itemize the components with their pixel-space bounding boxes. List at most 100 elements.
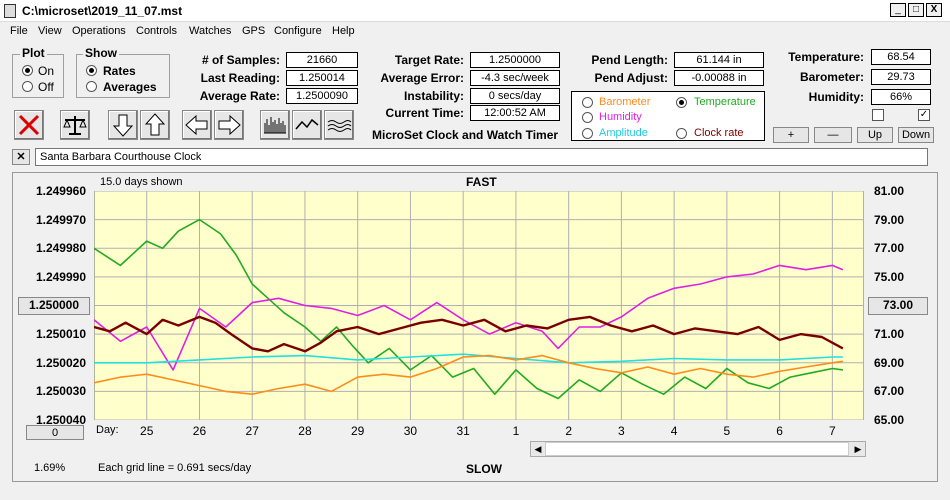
up-arrow-button[interactable]: [140, 110, 170, 140]
x-tick-label: 26: [192, 424, 207, 438]
humidity-env-value: 66%: [871, 89, 931, 105]
clear-clock-name-button[interactable]: ✕: [12, 149, 30, 165]
y-left-tick-label: 1.250020: [35, 355, 86, 370]
right-arrow-button[interactable]: [214, 110, 244, 140]
menu-gps[interactable]: GPS: [242, 25, 266, 37]
scrollbar-thumb[interactable]: [545, 442, 849, 456]
y-right-tick-label: 81.00: [874, 184, 905, 198]
y-left-tick-label: 1.250030: [35, 384, 86, 399]
samples-value: 21660: [286, 52, 358, 68]
menu-help[interactable]: Help: [332, 25, 355, 37]
fast-label: FAST: [466, 175, 497, 189]
average-error-value: -4.3 sec/week: [470, 70, 560, 86]
bars-view-button[interactable]: [260, 110, 290, 140]
y-right-tick-label: 75.00: [874, 269, 905, 284]
amplitude-radio[interactable]: [582, 128, 593, 139]
y-right-tick-label: 69.00: [874, 355, 905, 370]
line-view-button[interactable]: [292, 110, 322, 140]
down-arrow-button[interactable]: [108, 110, 138, 140]
close-button[interactable]: X: [926, 3, 942, 17]
current-time-label: Current Time:: [385, 106, 464, 120]
smooth-view-button[interactable]: [324, 110, 354, 140]
y-right-tick-label: 79.00: [874, 212, 905, 227]
left-arrow-button[interactable]: [182, 110, 212, 140]
percent-label: 1.69%: [34, 462, 66, 474]
pend-adjust-label: Pend Adjust:: [594, 71, 668, 85]
y-left-tick-label: 1.249980: [35, 241, 86, 256]
last-reading-value: 1.250014: [286, 70, 358, 86]
y-right-tick-label: 71.00: [874, 327, 905, 342]
y-left-tick-label: 1.249970: [35, 212, 86, 227]
scroll-right-arrow-icon[interactable]: ▶: [854, 444, 862, 454]
env-minus-button[interactable]: —: [814, 127, 852, 143]
menu-configure[interactable]: Configure: [274, 25, 322, 37]
menu-watches[interactable]: Watches: [189, 25, 232, 37]
rate-chart[interactable]: [94, 191, 864, 420]
average-rate-value: 1.2500090: [286, 88, 358, 104]
average-rate-label: Average Rate:: [199, 89, 280, 103]
amplitude-label: Amplitude: [599, 127, 648, 139]
show-group: [76, 54, 170, 98]
arrow-right-icon: [218, 114, 241, 136]
menu-file[interactable]: File: [10, 25, 28, 37]
x-tick-label: 4: [670, 424, 678, 438]
wave-icon: [327, 120, 352, 132]
scroll-left-arrow-icon[interactable]: ◀: [534, 444, 542, 454]
menu-controls[interactable]: Controls: [136, 25, 177, 37]
clock-name-input[interactable]: Santa Barbara Courthouse Clock: [35, 148, 928, 166]
arrow-down-icon: [112, 114, 134, 137]
arrow-left-icon: [185, 114, 208, 136]
average-error-label: Average Error:: [380, 71, 464, 85]
plot-off-radio[interactable]: [22, 81, 33, 92]
minimize-button[interactable]: _: [890, 3, 906, 17]
humidity-radio[interactable]: [582, 112, 593, 123]
zero-button[interactable]: 0: [26, 425, 84, 440]
clock-rate-radio[interactable]: [676, 128, 687, 139]
plot-group-label: Plot: [20, 46, 47, 60]
y-right-tick-label: 77.00: [874, 241, 905, 256]
y-left-tick-label: 1.250010: [35, 327, 86, 342]
show-group-label: Show: [83, 46, 119, 60]
x-tick-label: 31: [456, 424, 470, 438]
menu-bar: File View Operations Controls Watches GP…: [0, 22, 950, 42]
menu-view[interactable]: View: [38, 25, 62, 37]
show-averages-radio[interactable]: [86, 81, 97, 92]
scales-icon: [63, 116, 87, 135]
y-left-tick-label: 1.250040: [35, 413, 86, 427]
last-reading-label: Last Reading:: [200, 71, 280, 85]
temperature-label: Temperature: [694, 96, 756, 108]
maximize-button[interactable]: □: [908, 3, 924, 17]
horizontal-scrollbar[interactable]: ◀ ▶: [530, 441, 866, 457]
target-rate-value: 1.2500000: [470, 52, 560, 68]
series-barometer: [94, 354, 844, 395]
x-tick-label: 27: [245, 424, 259, 438]
stop-button[interactable]: [14, 110, 44, 140]
env-down-button[interactable]: Down: [898, 127, 934, 143]
right-value-button[interactable]: 73.00: [868, 297, 928, 315]
barometer-env-value: 29.73: [871, 69, 931, 85]
app-name: MicroSet Clock and Watch Timer: [372, 128, 559, 142]
x-tick-label: 29: [351, 424, 365, 438]
env-plus-button[interactable]: +: [773, 127, 809, 143]
menu-operations[interactable]: Operations: [72, 25, 126, 37]
show-rates-radio[interactable]: [86, 65, 97, 76]
pend-length-value: 61.144 in: [674, 52, 764, 68]
env-up-button[interactable]: Up: [857, 127, 893, 143]
red-x-icon: [18, 114, 40, 136]
plot-on-label: On: [38, 64, 55, 78]
current-time-value: 12:00:52 AM: [470, 105, 560, 121]
y-left-tick-label: 1.249990: [35, 269, 86, 284]
temperature-radio[interactable]: [676, 97, 687, 108]
title-bar: C:\microset\2019_11_07.mst _ □ X: [0, 0, 950, 22]
line-graph-icon: [295, 118, 319, 130]
plot-off-label: Off: [38, 80, 54, 94]
app-icon[interactable]: [4, 4, 16, 18]
show-averages-label: Averages: [103, 80, 157, 94]
env-checkbox-right[interactable]: ✓: [918, 109, 930, 121]
plot-on-radio[interactable]: [22, 65, 33, 76]
left-value-button[interactable]: 1.250000: [18, 297, 90, 315]
balance-button[interactable]: [60, 110, 90, 140]
series-humidity: [94, 264, 844, 371]
env-checkbox-left[interactable]: [872, 109, 884, 121]
barometer-radio[interactable]: [582, 97, 593, 108]
